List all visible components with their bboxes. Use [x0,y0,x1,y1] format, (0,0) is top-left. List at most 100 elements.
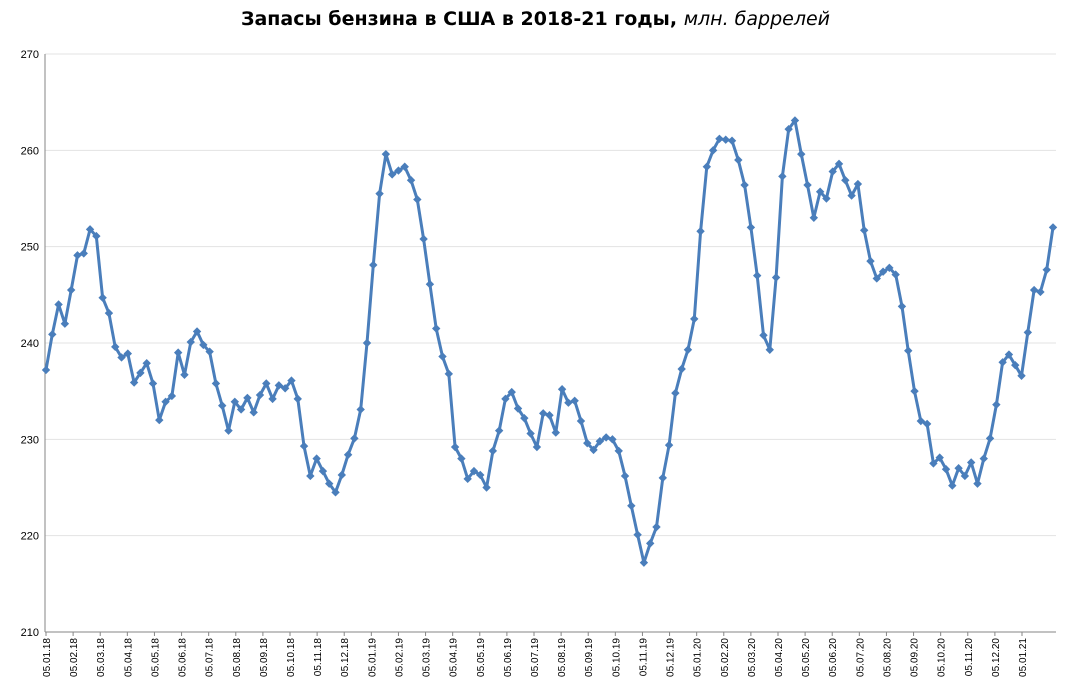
y-axis-ticks: 210 220 230 240 250 260 270 [21,49,39,639]
data-point [532,442,542,452]
data-point [381,149,391,159]
data-point [715,134,724,143]
data-point [85,225,95,234]
data-point [904,346,913,355]
data-point [387,170,397,179]
data-point [564,398,573,407]
data-point [847,191,856,200]
data-point [104,308,114,318]
data-point [985,434,995,443]
data-point [413,195,422,204]
data-point [815,187,825,196]
data-point [463,474,472,484]
data-point [224,426,233,435]
x-tick-label: 05.12.18 [340,638,351,677]
data-point [778,172,787,181]
data-point [1036,287,1045,297]
data-point [797,149,806,159]
data-point [639,558,649,567]
data-point [834,159,844,169]
data-point [438,352,447,361]
data-point [803,180,812,190]
x-axis-ticks: 05.01.18 05.02.18 05.03.18 05.04.18 05.05.18… [42,632,1029,677]
data-point [929,459,938,468]
y-tick-label: 210 [21,627,39,639]
x-tick-label: 05.01.19 [367,638,378,677]
data-point [155,415,164,425]
data-point [948,481,957,490]
data-point [268,394,277,404]
x-tick-label: 05.08.20 [882,638,893,677]
data-point [576,416,586,426]
data-point [885,263,894,273]
data-point [784,124,793,134]
data-point [369,260,378,270]
data-point [601,433,611,442]
data-point [476,470,485,480]
series-line [44,119,1055,565]
data-point [343,450,353,459]
data-point [866,256,875,266]
x-tick-label: 05.07.18 [205,638,216,677]
data-point [192,327,202,336]
x-tick-label: 05.12.20 [991,638,1002,677]
data-point [243,393,252,403]
x-tick-label: 05.03.18 [96,638,107,677]
data-point [696,227,705,236]
chart-title: Запасы бензина в США в 2018-21 годы, млн… [0,8,1071,30]
series-gasoline-stocks [41,116,1058,567]
data-point [702,162,712,171]
data-point [148,379,158,388]
data-point [66,285,76,295]
data-point [998,358,1007,367]
x-tick-label: 05.11.18 [313,638,324,677]
data-point [966,458,976,467]
data-point [419,234,428,244]
data-point [872,274,881,283]
data-point [331,488,340,497]
data-point [765,345,774,354]
data-point [394,166,403,175]
data-point [608,435,617,444]
x-tick-label: 05.04.20 [774,638,785,677]
x-tick-label: 05.09.20 [910,638,921,677]
x-tick-label: 05.07.19 [530,638,541,677]
data-point [740,180,749,190]
data-point [318,466,328,476]
data-point [262,379,271,388]
x-tick-label: 05.03.19 [422,638,433,677]
data-point [362,338,372,348]
data-point [570,396,579,405]
y-tick-label: 240 [21,338,39,350]
chart-title-units: млн. баррелей [683,8,831,30]
x-tick-label: 05.10.19 [611,638,622,677]
data-point [41,365,51,375]
x-tick-label: 05.06.20 [828,638,839,677]
data-point [236,405,246,414]
data-point [973,479,982,488]
x-tick-label: 05.10.20 [937,638,948,677]
data-point [677,364,686,374]
data-point [771,273,781,282]
x-tick-label: 05.09.18 [259,638,270,677]
data-point [375,189,384,198]
x-tick-label: 05.09.19 [584,638,595,677]
data-point [822,194,831,203]
data-point [406,175,416,185]
data-point [809,213,819,222]
data-point [734,155,743,165]
data-point [1017,371,1026,380]
data-point [539,409,548,418]
x-tick-label: 05.06.18 [178,638,189,677]
data-point [520,413,529,423]
data-point [48,330,57,339]
data-point [941,464,951,474]
x-tick-label: 05.10.18 [286,638,297,677]
data-point [1029,285,1039,295]
gridlines [45,53,1056,537]
data-point [658,473,667,483]
x-tick-label: 05.01.21 [1018,638,1029,677]
data-point [727,136,737,145]
data-point [450,442,460,452]
